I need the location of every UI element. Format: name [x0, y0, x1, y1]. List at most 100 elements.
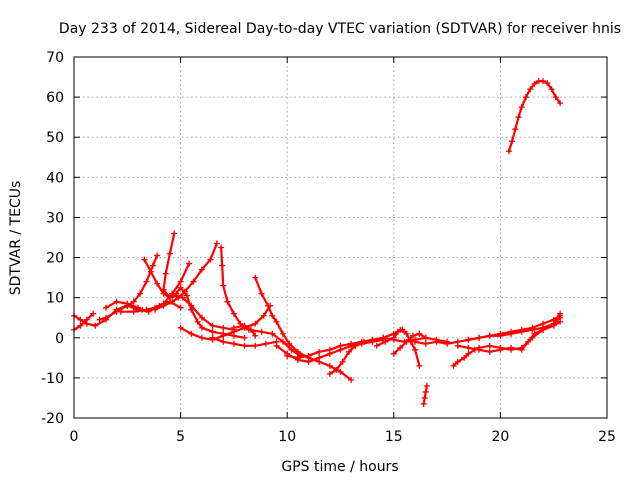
series-line: [72, 312, 95, 331]
data-point: [348, 340, 355, 347]
series-line: [254, 276, 353, 381]
data-point: [390, 350, 397, 357]
data-point: [518, 328, 525, 335]
series-line: [162, 232, 246, 339]
data-point: [183, 292, 190, 299]
data-point: [213, 240, 220, 247]
data-point: [305, 358, 312, 365]
data-point: [508, 330, 515, 337]
data-point: [252, 274, 259, 281]
data-point: [143, 278, 150, 285]
data-point: [409, 332, 416, 339]
data-point: [241, 342, 248, 349]
data-point: [279, 330, 286, 337]
data-point: [461, 354, 468, 361]
data-point: [188, 306, 195, 313]
data-point: [198, 324, 205, 331]
data-point: [544, 80, 551, 87]
series-line: [179, 304, 272, 341]
data-point: [450, 362, 457, 369]
data-point: [476, 346, 483, 353]
data-point: [230, 310, 237, 317]
data-point: [90, 310, 97, 317]
data-point: [160, 286, 167, 293]
data-point: [399, 326, 406, 333]
data-point: [476, 334, 483, 341]
data-point: [177, 324, 184, 331]
x-tick-label: 15: [385, 429, 403, 445]
data-point: [124, 302, 131, 309]
data-point: [454, 358, 461, 365]
data-point: [369, 336, 376, 343]
data-point: [102, 314, 109, 321]
data-point: [220, 324, 227, 331]
data-point: [380, 334, 387, 341]
grid: [74, 57, 607, 418]
data-point: [557, 100, 564, 107]
data-point: [412, 338, 419, 345]
data-point: [96, 316, 103, 323]
data-point: [333, 366, 340, 373]
data-point: [497, 332, 504, 339]
axis-ticks: 0 5 10 15 20 25 -20 -10 0 10 20 30 40 50 60 70: [41, 50, 616, 445]
series-track-08: [152, 240, 220, 313]
data-point: [397, 344, 404, 351]
data-point: [154, 252, 161, 259]
y-tick-label: 70: [46, 50, 64, 66]
data-point: [77, 322, 84, 329]
data-point: [557, 310, 564, 317]
data-point: [373, 342, 380, 349]
data-point: [83, 316, 90, 323]
data-point: [152, 306, 159, 313]
data-point: [218, 244, 225, 251]
data-point: [130, 298, 137, 305]
data-point: [326, 370, 333, 377]
data-point: [186, 260, 193, 267]
y-tick-label: 30: [46, 210, 64, 226]
y-tick-label: 0: [55, 331, 64, 347]
series-track-24: [505, 78, 564, 155]
data-point: [305, 352, 312, 359]
data-point: [486, 342, 493, 349]
data-point: [423, 382, 430, 389]
data-point: [294, 354, 301, 361]
data-point: [422, 340, 429, 347]
y-tick-label: 40: [46, 170, 64, 186]
x-tick-label: 10: [278, 429, 296, 445]
data-point: [422, 334, 429, 341]
x-axis-label: GPS time / hours: [281, 459, 398, 475]
data-point: [260, 312, 267, 319]
data-point: [188, 330, 195, 337]
data-point: [258, 328, 265, 335]
series-track-23: [465, 310, 564, 343]
data-point: [267, 302, 274, 309]
data-point: [219, 262, 226, 269]
y-tick-label: 60: [46, 90, 64, 106]
data-point: [177, 304, 184, 311]
data-point: [273, 342, 280, 349]
chart-title: Day 233 of 2014, Sidereal Day-to-day VTE…: [59, 21, 621, 37]
data-point: [230, 324, 237, 331]
data-point: [486, 348, 493, 355]
data-point: [262, 340, 269, 347]
data-point: [247, 326, 254, 333]
data-point: [269, 330, 276, 337]
data-point: [181, 288, 188, 295]
data-point: [421, 394, 428, 401]
data-point: [508, 344, 515, 351]
data-point: [134, 304, 141, 311]
data-point: [339, 358, 346, 365]
data-point: [416, 362, 423, 369]
data-point: [286, 340, 293, 347]
data-point: [326, 362, 333, 369]
data-point: [403, 338, 410, 345]
data-point: [220, 332, 227, 339]
data-point: [540, 78, 547, 85]
data-point: [269, 312, 276, 319]
plot-frame: [73, 56, 608, 419]
series-track-19: [420, 382, 430, 407]
data-point: [92, 322, 99, 329]
data-point: [390, 334, 397, 341]
data-point: [207, 256, 214, 263]
